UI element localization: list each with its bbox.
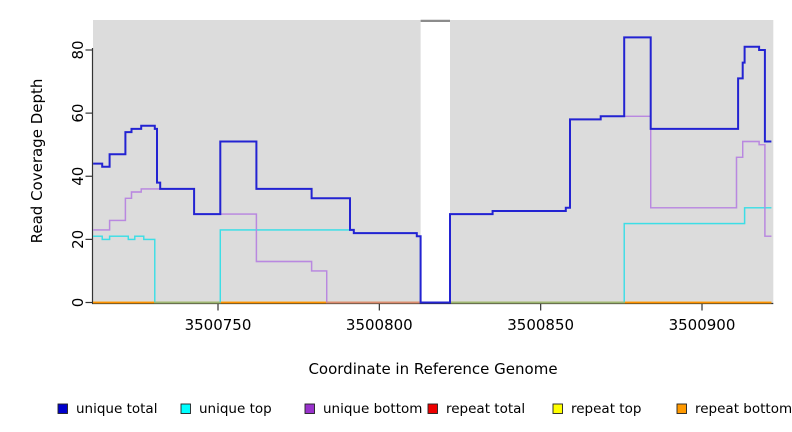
y-tick-label: 40	[69, 167, 87, 186]
legend-label-repeat-bottom: repeat bottom	[695, 401, 792, 417]
legend-label-unique-total: unique total	[76, 401, 157, 417]
y-tick-label: 60	[69, 104, 87, 123]
y-tick-label: 0	[69, 298, 87, 308]
legend-label-repeat-top: repeat top	[571, 401, 641, 417]
legend-swatch-repeat-top	[552, 403, 563, 414]
y-axis-title: Read Coverage Depth	[28, 78, 46, 244]
gap-band	[420, 20, 450, 304]
x-tick-label: 3500750	[185, 316, 252, 334]
series-unique-total	[93, 36, 772, 304]
legend-label-unique-bottom: unique bottom	[323, 401, 422, 417]
legend-swatch-repeat-total	[427, 403, 438, 414]
legend-label-repeat-total: repeat total	[446, 401, 525, 417]
legend-swatch-unique-total	[57, 403, 68, 414]
x-tick-label: 3500850	[507, 316, 574, 334]
y-tick-label: 20	[69, 230, 87, 249]
legend-swatch-unique-top	[180, 403, 191, 414]
legend-label-unique-top: unique top	[199, 401, 272, 417]
legend-swatch-unique-bottom	[304, 403, 315, 414]
x-tick-label: 3500800	[346, 316, 413, 334]
series-unique-top-blend	[93, 207, 772, 304]
x-tick-label: 3500900	[669, 316, 736, 334]
x-axis-title: Coordinate in Reference Genome	[308, 360, 558, 378]
legend-swatch-repeat-bottom	[676, 403, 687, 414]
y-tick-label: 80	[69, 40, 87, 59]
